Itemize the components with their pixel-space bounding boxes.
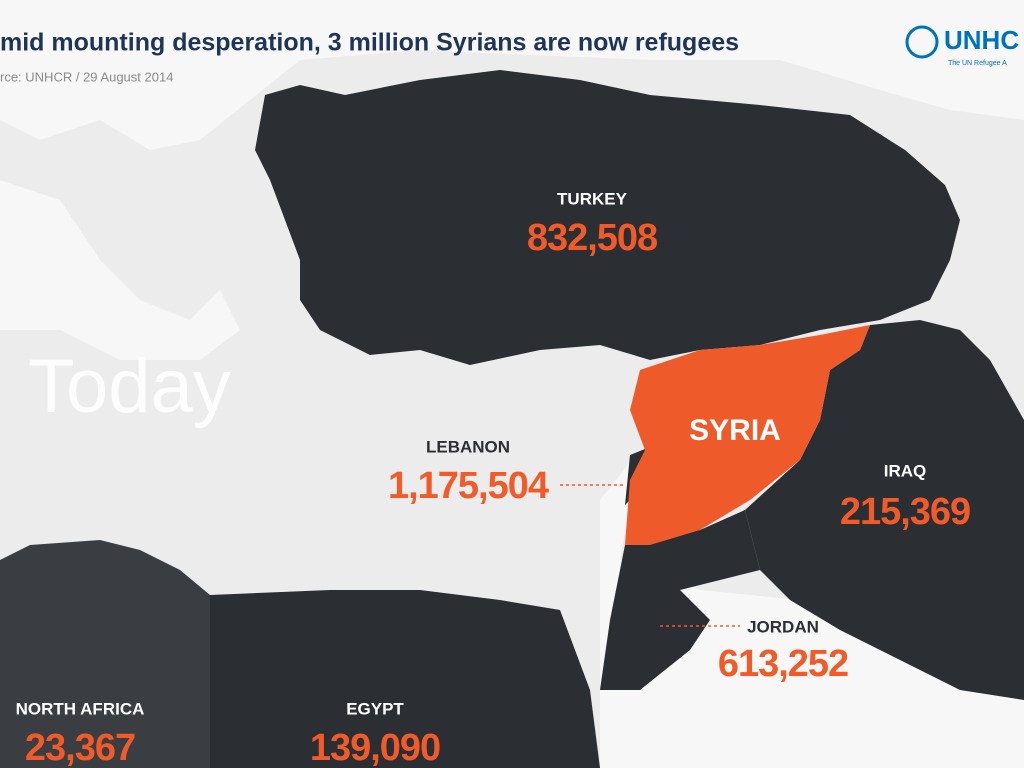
land-balkans bbox=[0, 180, 240, 360]
refugee-count: 215,369 bbox=[840, 491, 970, 533]
source: rce: UNHCR / 29 August 2014 bbox=[0, 69, 173, 84]
refugee-count: 1,175,504 bbox=[388, 465, 549, 507]
country-label: TURKEY bbox=[557, 189, 628, 208]
country-label: SYRIA bbox=[689, 414, 781, 447]
jordan-shape bbox=[600, 510, 760, 690]
iraq-shape bbox=[745, 320, 1024, 700]
country-label: EGYPT bbox=[346, 699, 404, 718]
country-label: JORDAN bbox=[747, 617, 819, 636]
country-label: NORTH AFRICA bbox=[16, 699, 145, 718]
title: mid mounting desperation, 3 million Syri… bbox=[0, 29, 739, 57]
syria-shape bbox=[625, 325, 870, 545]
north-africa-shape bbox=[0, 540, 210, 768]
logo-emblem bbox=[905, 25, 939, 59]
land-north bbox=[0, 0, 1024, 150]
country-label: IRAQ bbox=[884, 461, 927, 480]
country-label: LEBANON bbox=[426, 437, 510, 456]
turkey-shape bbox=[255, 70, 960, 365]
overlay-text: Today bbox=[28, 344, 231, 429]
refugee-count: 613,252 bbox=[718, 643, 848, 685]
logo-tagline: The UN Refugee A bbox=[948, 60, 1007, 67]
refugee-count: 139,090 bbox=[310, 727, 440, 768]
refugee-count: 832,508 bbox=[527, 217, 657, 259]
logo: UNHC bbox=[944, 25, 1019, 55]
refugee-count: 23,367 bbox=[25, 727, 135, 768]
egypt-shape bbox=[210, 590, 600, 768]
